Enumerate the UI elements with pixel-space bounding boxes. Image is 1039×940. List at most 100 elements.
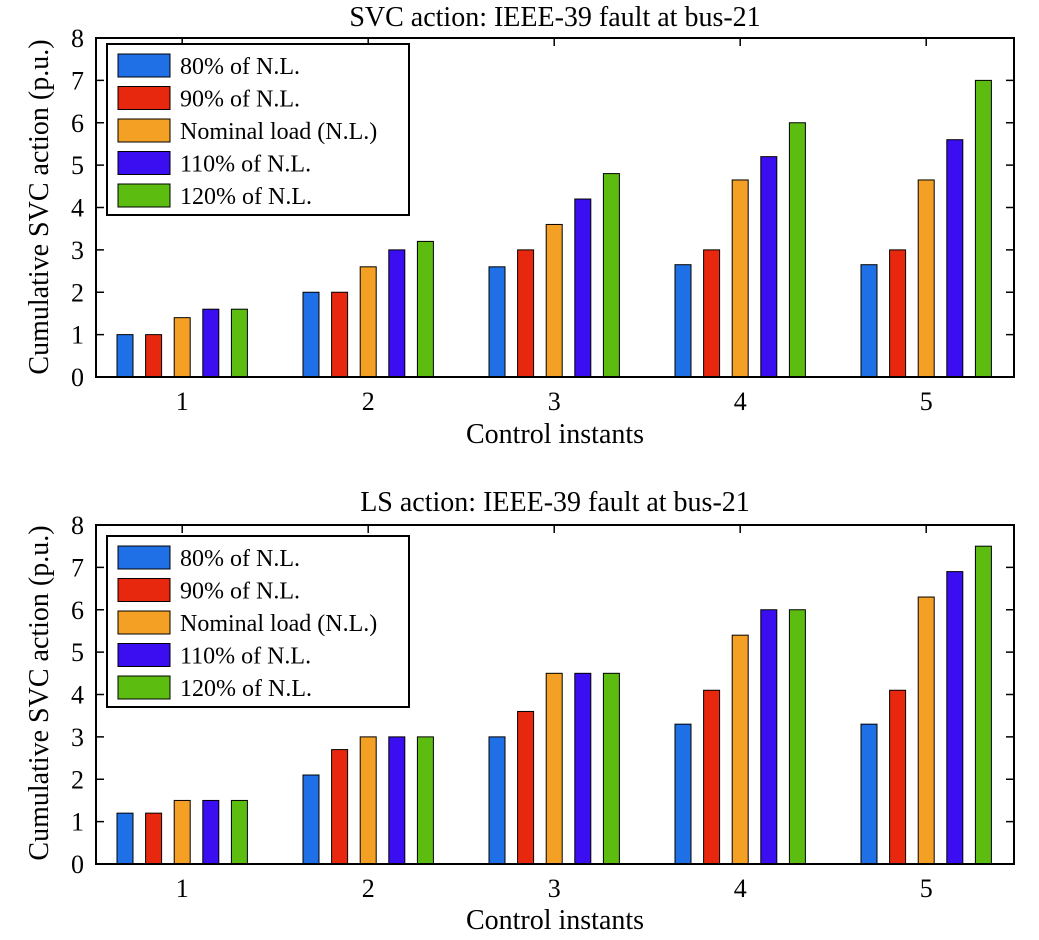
bar <box>917 179 935 378</box>
chart-title: SVC action: IEEE-39 fault at bus-21 <box>349 2 760 33</box>
bar <box>302 291 320 378</box>
x-tick-label: 5 <box>920 387 933 416</box>
y-tick-label: 0 <box>71 363 84 392</box>
y-tick-label: 5 <box>71 151 84 180</box>
bar <box>946 571 964 865</box>
legend-label: 90% of N.L. <box>180 579 300 605</box>
bar <box>388 736 406 865</box>
legend-label: 80% of N.L. <box>180 546 300 572</box>
bar <box>889 689 907 865</box>
bar <box>488 736 506 865</box>
y-tick-label: 3 <box>71 723 84 752</box>
chart-ls: LS action: IEEE-39 fault at bus-21 Cumul… <box>24 487 1015 936</box>
bar <box>788 122 806 378</box>
x-tick-label: 2 <box>362 874 375 903</box>
legend-label: 90% of N.L. <box>180 87 300 113</box>
bar <box>703 689 721 865</box>
y-tick-label: 8 <box>71 511 84 540</box>
bar <box>145 334 163 378</box>
legend-swatch <box>117 578 171 602</box>
x-axis-label: Control instants <box>466 905 644 936</box>
y-tick-label: 4 <box>71 194 84 223</box>
plot-frame <box>95 37 1015 378</box>
bar <box>116 334 134 378</box>
bar <box>674 264 692 378</box>
y-axis-label: Cumulative SVC action (p.u.) <box>24 39 55 374</box>
bar <box>545 672 563 865</box>
bar <box>860 264 878 378</box>
legend-label: Nominal load (N.L.) <box>180 119 377 145</box>
bar <box>488 266 506 378</box>
bar <box>230 308 248 378</box>
x-tick-label: 3 <box>548 387 561 416</box>
y-tick-label: 1 <box>71 321 84 350</box>
legend-swatch <box>117 545 171 570</box>
chart-svc: SVC action: IEEE-39 fault at bus-21 Cumu… <box>24 2 1015 450</box>
x-tick-label: 2 <box>362 387 375 416</box>
x-tick-label: 4 <box>734 387 747 416</box>
x-tick-label: 4 <box>734 874 747 903</box>
legend-label: 120% of N.L. <box>180 676 312 702</box>
y-tick-label: 6 <box>71 596 84 625</box>
bar <box>946 139 964 378</box>
legend-label: 110% of N.L. <box>180 644 311 670</box>
bar <box>173 799 191 865</box>
y-ticks: 0 1 2 3 4 5 6 7 8 <box>71 511 1014 879</box>
y-tick-label: 6 <box>71 109 84 138</box>
legend-swatch <box>117 675 171 700</box>
x-ticks: 1 2 3 4 5 <box>176 38 933 416</box>
bar <box>202 799 220 865</box>
y-tick-label: 7 <box>71 553 84 582</box>
bar <box>517 249 535 378</box>
bar <box>359 266 377 378</box>
bar <box>917 596 935 865</box>
bar <box>674 723 692 865</box>
y-tick-label: 2 <box>71 278 84 307</box>
bar <box>359 736 377 865</box>
bar <box>760 156 778 378</box>
bar <box>173 317 191 378</box>
bar <box>116 812 134 865</box>
y-tick-label: 7 <box>71 66 84 95</box>
legend-label: 80% of N.L. <box>180 54 300 80</box>
y-axis-label: Cumulative SVC action (p.u.) <box>24 525 55 860</box>
bar <box>974 79 992 378</box>
bar <box>230 799 248 865</box>
bar <box>574 198 592 378</box>
bar <box>517 710 535 865</box>
bar <box>974 545 992 865</box>
bar <box>545 223 563 378</box>
bar <box>760 609 778 865</box>
bar <box>602 173 620 378</box>
legend-swatch <box>117 643 171 667</box>
y-tick-label: 3 <box>71 236 84 265</box>
bar <box>574 672 592 865</box>
x-tick-label: 3 <box>548 874 561 903</box>
legend: 80% of N.L. 90% of N.L. Nominal load (N.L.… <box>106 535 410 708</box>
bar <box>331 291 349 378</box>
bar <box>302 774 320 865</box>
bar <box>145 812 163 865</box>
y-tick-label: 2 <box>71 765 84 794</box>
x-tick-label: 1 <box>176 874 189 903</box>
bar <box>788 609 806 865</box>
bar <box>416 736 434 865</box>
x-ticks: 1 2 3 4 5 <box>176 525 933 903</box>
y-tick-label: 1 <box>71 808 84 837</box>
legend-label: 120% of N.L. <box>180 184 312 210</box>
x-tick-label: 1 <box>176 387 189 416</box>
legend: 80% of N.L. 90% of N.L. Nominal load (N.L.… <box>106 43 410 216</box>
bar <box>731 634 749 865</box>
bar <box>602 672 620 865</box>
plot-frame <box>95 524 1015 865</box>
y-tick-label: 0 <box>71 850 84 879</box>
x-tick-label: 5 <box>920 874 933 903</box>
bar <box>703 249 721 378</box>
y-tick-label: 4 <box>71 681 84 710</box>
legend-label: 110% of N.L. <box>180 152 311 178</box>
bar <box>731 179 749 378</box>
bar <box>202 308 220 378</box>
legend-swatch <box>117 183 171 208</box>
bar <box>331 749 349 865</box>
